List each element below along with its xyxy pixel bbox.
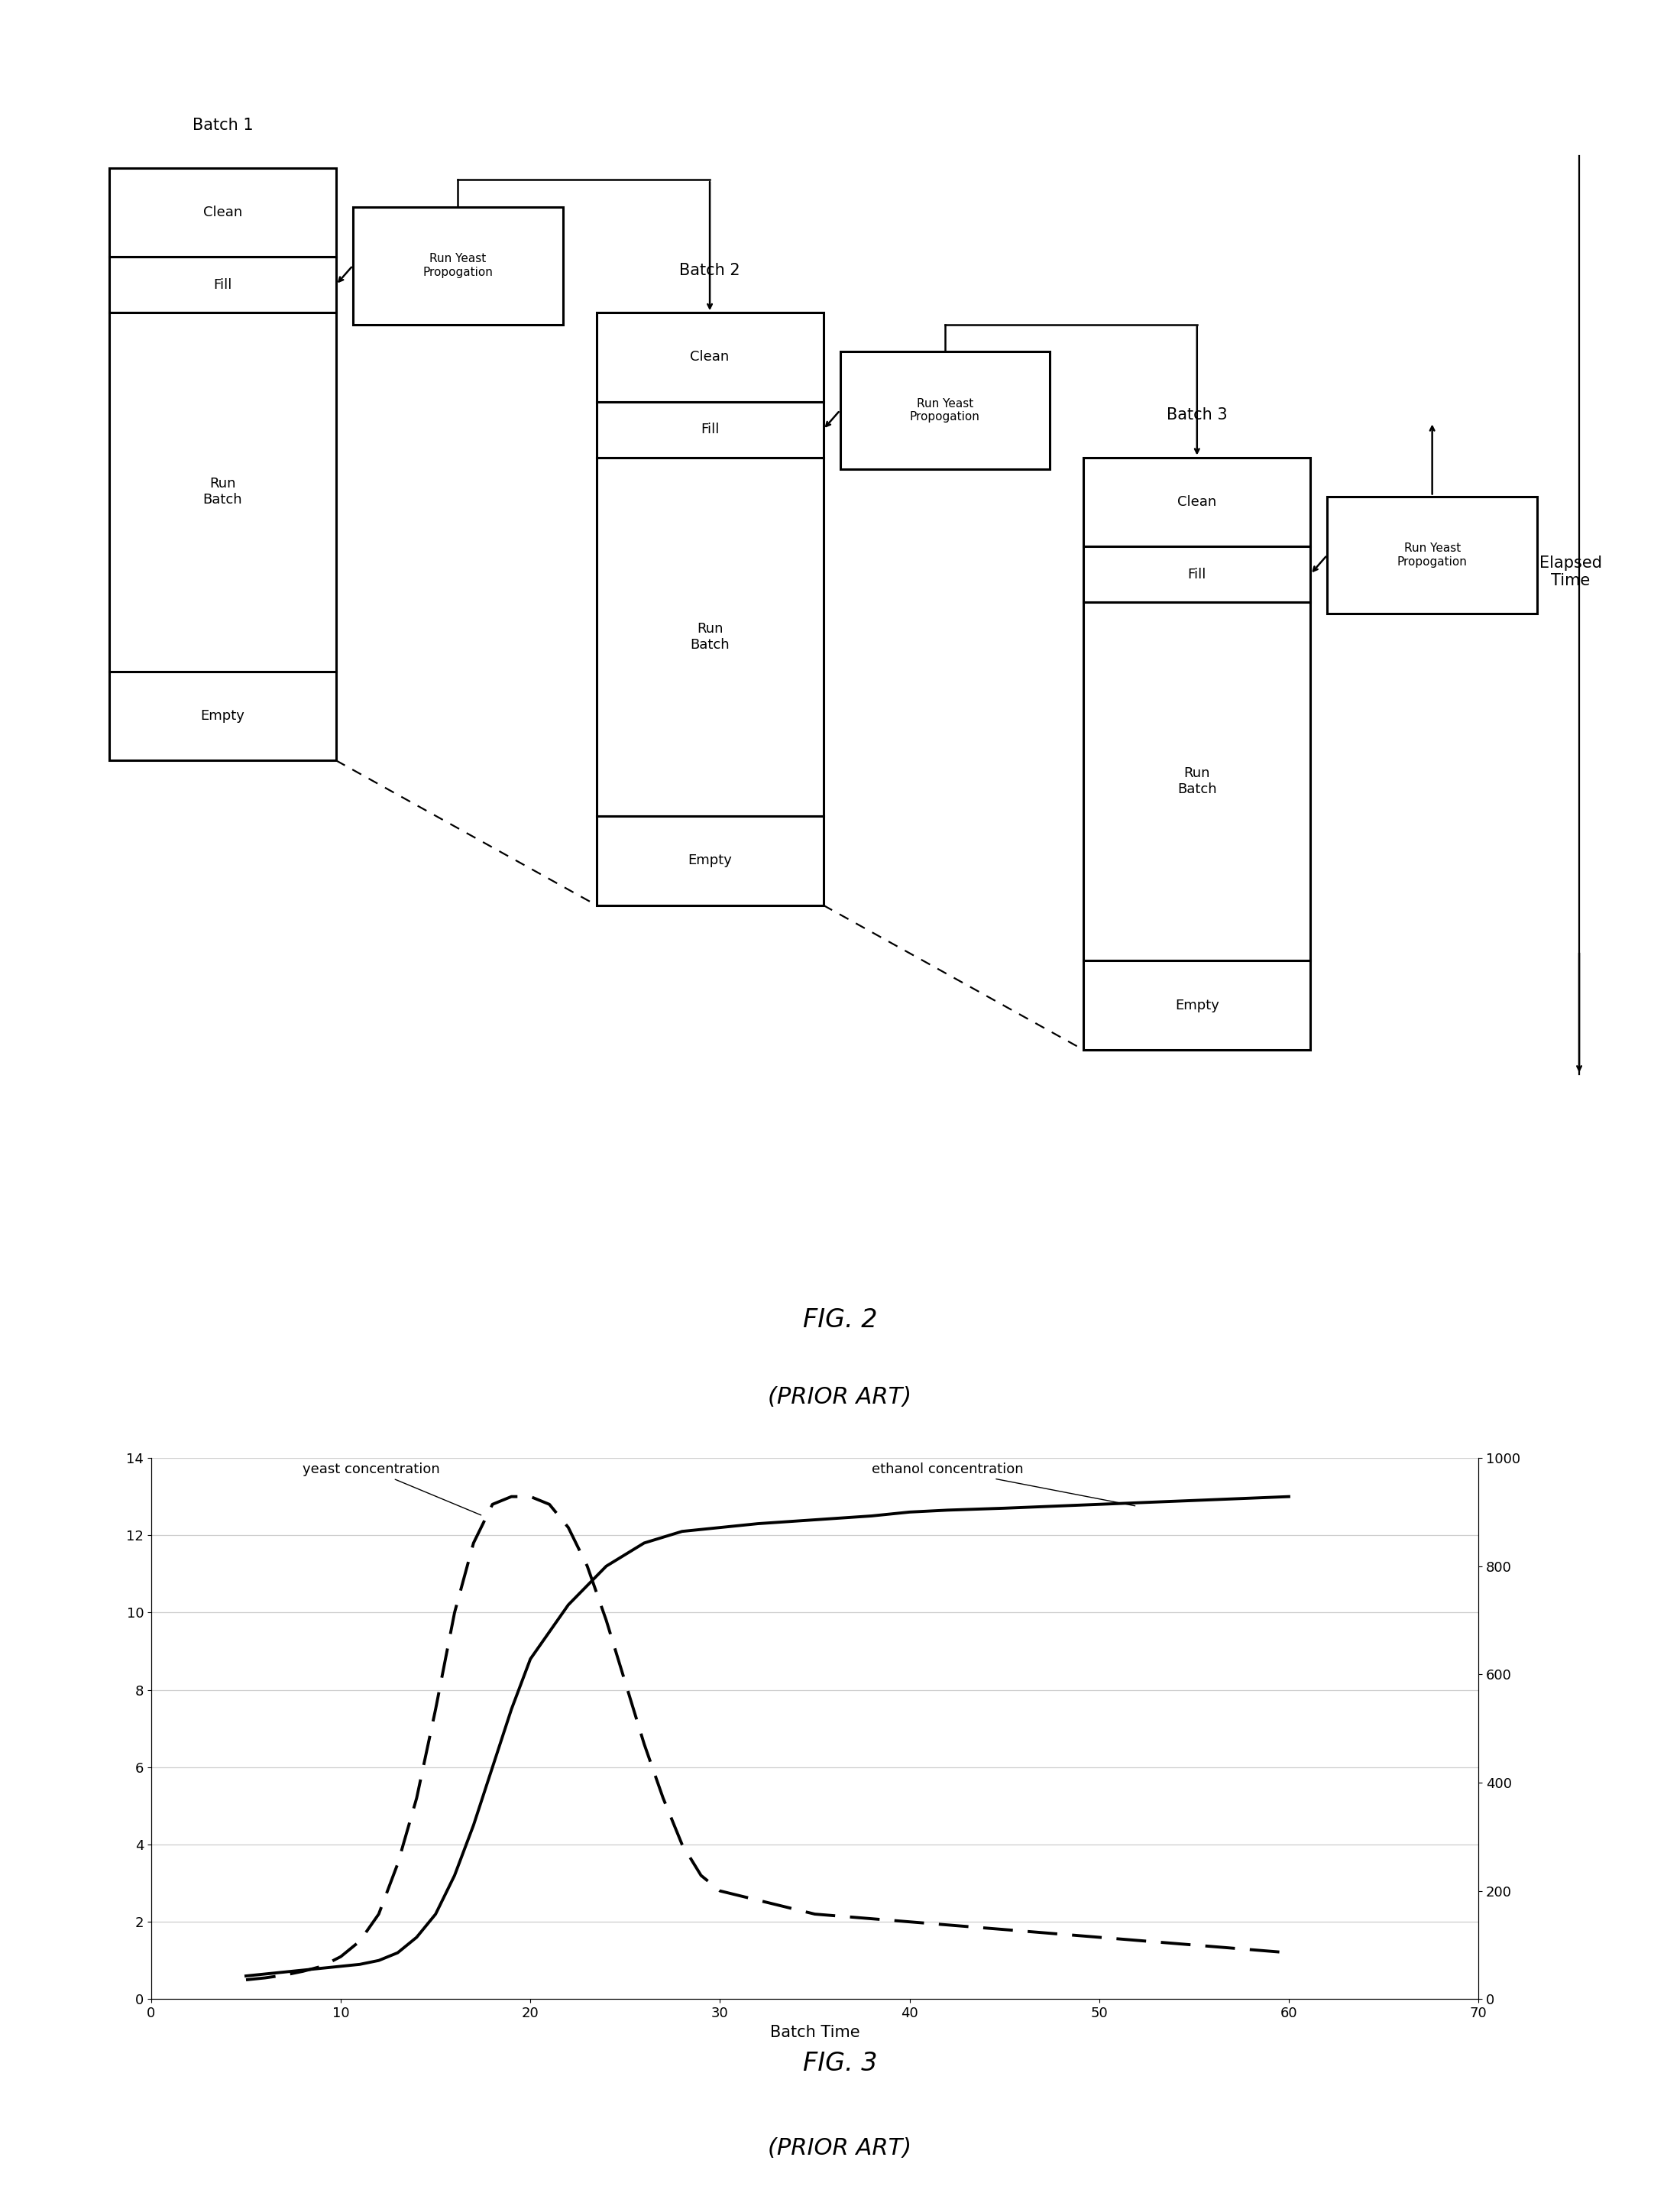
Text: Run Yeast
Propogation: Run Yeast Propogation — [911, 398, 979, 422]
Bar — [596, 815, 823, 906]
Bar — [596, 457, 823, 815]
X-axis label: Batch Time: Batch Time — [769, 2026, 860, 2039]
Text: Empty: Empty — [687, 853, 732, 868]
Bar — [109, 314, 336, 672]
Bar — [109, 256, 336, 314]
Text: Clean: Clean — [690, 351, 729, 364]
Text: Run
Batch: Run Batch — [690, 623, 729, 652]
Text: Empty: Empty — [200, 709, 245, 722]
Text: Batch 1: Batch 1 — [192, 117, 254, 133]
Text: yeast concentration: yeast concentration — [302, 1462, 480, 1515]
Bar — [1084, 961, 1310, 1049]
Text: Run Yeast
Propogation: Run Yeast Propogation — [1398, 543, 1467, 568]
Text: Fill: Fill — [213, 278, 232, 292]
Bar — [1084, 603, 1310, 961]
Text: Run Yeast
Propogation: Run Yeast Propogation — [423, 254, 492, 278]
Text: ethanol concentration: ethanol concentration — [872, 1462, 1136, 1507]
Text: Batch 2: Batch 2 — [679, 263, 741, 278]
Text: Elapsed
Time: Elapsed Time — [1539, 554, 1603, 588]
Text: Run
Batch: Run Batch — [1178, 767, 1216, 795]
Text: (PRIOR ART): (PRIOR ART) — [768, 2136, 912, 2158]
Text: Fill: Fill — [701, 422, 719, 437]
Text: (PRIOR ART): (PRIOR ART) — [768, 1385, 912, 1407]
Text: Clean: Clean — [1178, 495, 1216, 508]
Text: Clean: Clean — [203, 205, 242, 219]
Text: Batch 3: Batch 3 — [1166, 406, 1228, 422]
Bar — [1327, 497, 1537, 614]
Bar — [109, 672, 336, 760]
Bar — [1084, 546, 1310, 603]
Text: Empty: Empty — [1174, 998, 1220, 1012]
Text: Fill: Fill — [1188, 568, 1206, 581]
Bar — [1084, 457, 1310, 546]
Text: Run
Batch: Run Batch — [203, 477, 242, 506]
Bar — [109, 168, 336, 256]
Bar — [353, 208, 563, 325]
Text: FIG. 3: FIG. 3 — [803, 2050, 877, 2076]
Text: FIG. 2: FIG. 2 — [803, 1308, 877, 1332]
Bar — [596, 314, 823, 402]
Bar — [596, 402, 823, 457]
Bar — [840, 351, 1050, 468]
